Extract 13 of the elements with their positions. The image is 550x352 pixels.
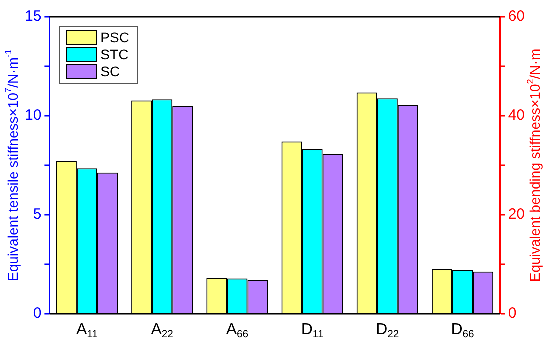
- y2-tick-label: 20: [508, 206, 526, 224]
- y2-tick-label: 0: [508, 305, 517, 322]
- legend-label: PSC: [100, 29, 130, 46]
- legend-label: SC: [100, 63, 120, 80]
- y2-tick-label: 40: [508, 107, 526, 124]
- legend-label: STC: [100, 46, 129, 62]
- y-tick-label: 15: [24, 8, 42, 26]
- y-tick-label: 0: [33, 305, 42, 322]
- y2-axis-title: Equivalent bending stiffness×102/N·m: [526, 48, 543, 282]
- y-axis-title: Equivalent tensile stiffness×107/N·m-1: [4, 50, 21, 282]
- y-tick-label: 10: [24, 107, 42, 124]
- y2-tick-label: 60: [508, 8, 526, 26]
- y-tick-label: 5: [33, 206, 42, 224]
